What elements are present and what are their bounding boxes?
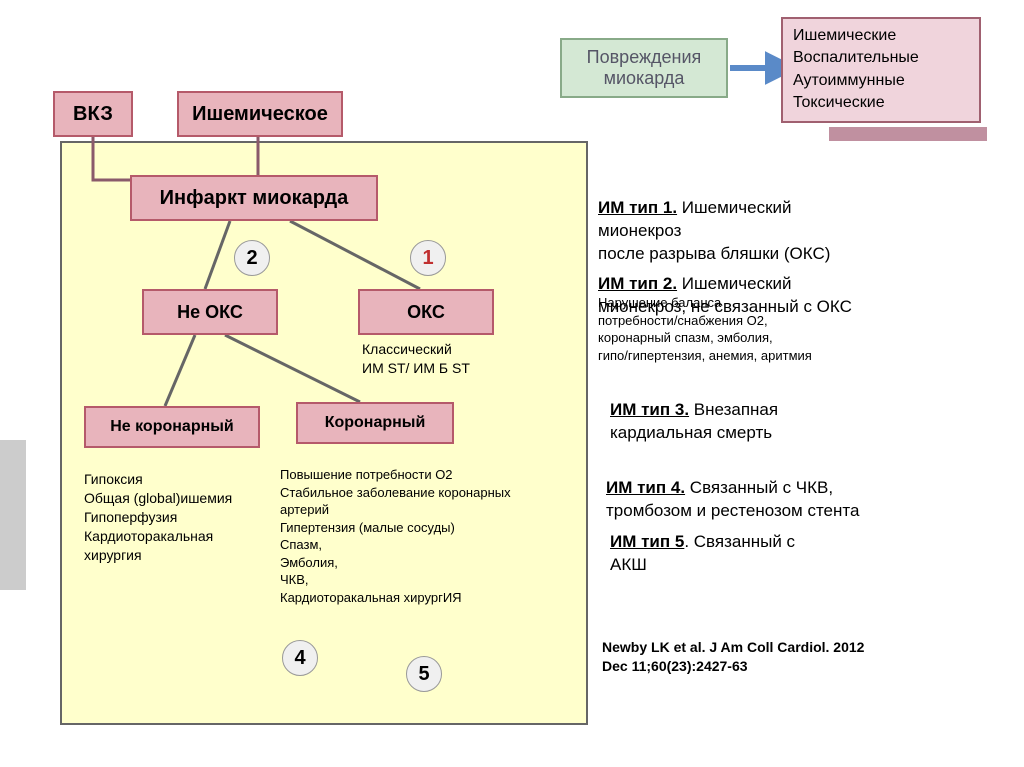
- types-list: Ишемические Воспалительные Аутоиммунные …: [781, 17, 981, 123]
- node-kor: Коронарный: [296, 402, 454, 444]
- badge-2: 2: [234, 240, 270, 276]
- badge-1: 1: [410, 240, 446, 276]
- list-item: Воспалительные: [793, 47, 969, 69]
- type3-desc: ИМ тип 3. Внезапная кардиальная смерть: [610, 376, 778, 445]
- t3-head: ИМ тип 3.: [610, 400, 689, 419]
- node-mi: Инфаркт миокарда: [130, 175, 378, 221]
- citation: Newby LK et al. J Am Coll Cardiol. 2012 …: [602, 638, 864, 676]
- badge-5: 5: [406, 656, 442, 692]
- oks-note: Классический ИМ ST/ ИМ Б ST: [362, 340, 470, 378]
- node-vkz: ВКЗ: [53, 91, 133, 137]
- badge-4: 4: [282, 640, 318, 676]
- damage-box: Повреждения миокарда: [560, 38, 728, 98]
- side-accent: [0, 440, 26, 590]
- list-shadow: [829, 127, 987, 141]
- node-nekor: Не коронарный: [84, 406, 260, 448]
- list-item: Аутоиммунные: [793, 70, 969, 92]
- type5-desc: ИМ тип 5. Связанный с АКШ: [610, 508, 795, 577]
- list-item: Ишемические: [793, 25, 969, 47]
- t5-head: ИМ тип 5: [610, 532, 684, 551]
- node-neoks: Не ОКС: [142, 289, 278, 335]
- nekor-note: Гипоксия Общая (global)ишемия Гипоперфуз…: [84, 470, 232, 564]
- node-oks: ОКС: [358, 289, 494, 335]
- kor-note: Повышение потребности O2 Стабильное забо…: [280, 466, 511, 606]
- t2-head: ИМ тип 2.: [598, 274, 677, 293]
- list-item: Токсические: [793, 92, 969, 114]
- node-ischemic: Ишемическое: [177, 91, 343, 137]
- type2-small: Нарушение баланса потребности/снабжения …: [598, 294, 812, 364]
- t1-head: ИМ тип 1.: [598, 198, 677, 217]
- t4-head: ИМ тип 4.: [606, 478, 685, 497]
